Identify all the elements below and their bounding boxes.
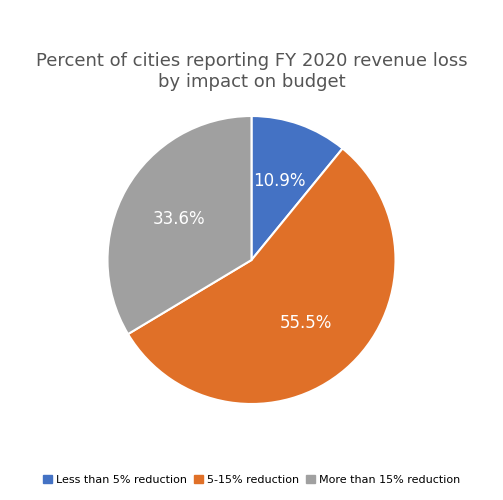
Text: 55.5%: 55.5%: [280, 314, 332, 332]
Text: 33.6%: 33.6%: [152, 210, 205, 228]
Text: 10.9%: 10.9%: [254, 172, 306, 190]
Wedge shape: [108, 116, 252, 334]
Text: Percent of cities reporting FY 2020 revenue loss
by impact on budget: Percent of cities reporting FY 2020 reve…: [36, 52, 467, 92]
Wedge shape: [128, 148, 395, 404]
Legend: Less than 5% reduction, 5-15% reduction, More than 15% reduction: Less than 5% reduction, 5-15% reduction,…: [38, 470, 465, 490]
Wedge shape: [252, 116, 343, 260]
